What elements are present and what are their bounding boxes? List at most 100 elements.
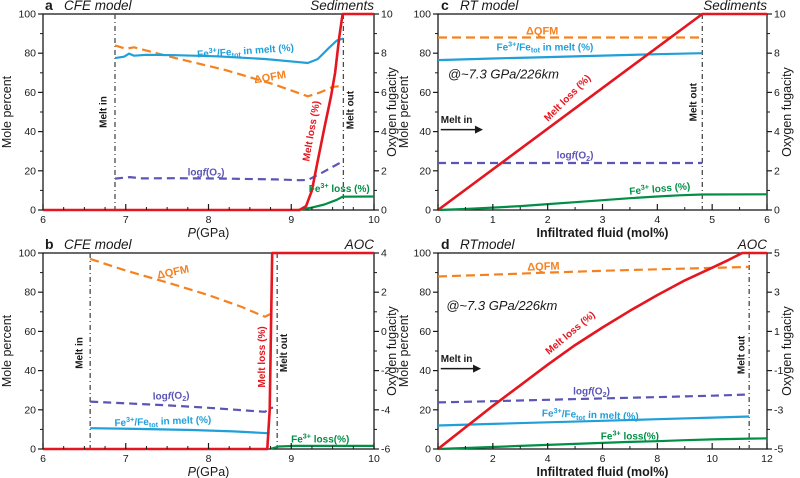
tick-label: 7 bbox=[123, 453, 129, 465]
tick-label: 60 bbox=[24, 87, 36, 99]
panel-d-right-y-ticks: -5 -3 -1 1 3 5 bbox=[767, 248, 783, 456]
tick-label: 60 bbox=[24, 326, 36, 338]
tick-label: 3 bbox=[774, 287, 780, 299]
panel-c-label-fe3-in-melt: Fe3+/Fetot in melt (%) bbox=[496, 39, 593, 54]
tick-label: 3 bbox=[600, 214, 606, 226]
tick-label: 4 bbox=[381, 126, 387, 138]
tick-label: 100 bbox=[413, 9, 431, 21]
panel-d-left-y-ticks: 0 20 40 60 80 100 bbox=[413, 248, 438, 456]
panel-a-label-logfo2: logf(O2) bbox=[188, 168, 225, 180]
panel-d-x-ticks: 0 2 4 6 8 10 12 bbox=[435, 443, 773, 465]
tick-label: 6 bbox=[774, 87, 780, 99]
panel-d-melt-in-label: Melt in bbox=[441, 354, 473, 365]
tick-label: 10 bbox=[381, 9, 393, 21]
tick-label: 0 bbox=[774, 205, 780, 217]
tick-label: -4 bbox=[381, 404, 390, 416]
panel-a-label-dqfm: ΔQFM bbox=[253, 69, 287, 86]
panel-c-letter: c bbox=[441, 0, 449, 13]
panel-d-model-title: RTmodel bbox=[460, 237, 516, 252]
panel-d-melt-in-arrowhead-icon bbox=[473, 364, 482, 373]
tick-label: 0 bbox=[30, 444, 36, 456]
panel-a-series-fe3-in-melt bbox=[114, 37, 344, 65]
panel-a-left-y-ticks: 0 20 40 60 80 100 bbox=[18, 9, 43, 217]
panel-c-series-melt-loss bbox=[437, 12, 767, 212]
panel-d-series-logfo2 bbox=[437, 393, 750, 404]
panel-b-label-dqfm: ΔQFM bbox=[156, 263, 190, 281]
panel-d-left-axis-label: Mole percent bbox=[397, 314, 411, 387]
tick-label: 4 bbox=[774, 126, 780, 138]
tick-label: 80 bbox=[24, 287, 36, 299]
panel-a-x-ticks: 6 7 8 9 10 bbox=[40, 204, 380, 226]
tick-label: -6 bbox=[381, 444, 390, 456]
panel-b-label-logfo2: logf(O2) bbox=[153, 390, 190, 404]
tick-label: 10 bbox=[368, 214, 380, 226]
tick-label: 8 bbox=[774, 48, 780, 60]
panel-c-right-y-ticks: 0 2 4 6 8 10 bbox=[767, 9, 786, 217]
panel-d-label-dqfm: ΔQFM bbox=[527, 260, 560, 273]
tick-label: 1 bbox=[490, 214, 496, 226]
panel-a-series-melt-loss bbox=[43, 12, 374, 212]
panel-d-series-fe3-in-melt bbox=[437, 415, 750, 427]
tick-label: 6 bbox=[381, 87, 387, 99]
panel-c-x-axis-label: Infiltrated fluid (mol%) bbox=[537, 226, 669, 240]
panel-c-series-fe3-loss bbox=[437, 193, 768, 212]
panel-b-x-axis-label: P(GPa) bbox=[188, 465, 230, 478]
tick-label: 0 bbox=[435, 453, 441, 465]
tick-label: 20 bbox=[24, 404, 36, 416]
panel-b-letter: b bbox=[45, 236, 54, 252]
panel-d-series-melt-loss bbox=[437, 251, 767, 451]
tick-label: 9 bbox=[288, 453, 294, 465]
panel-d-label-fe3-loss: Fe3+ loss(%) bbox=[601, 429, 659, 443]
tick-label: 8 bbox=[206, 453, 212, 465]
panel-b-label-fe3-in-melt: Fe3+/Fetot in melt (%) bbox=[114, 412, 211, 431]
tick-label: 2 bbox=[545, 214, 551, 226]
tick-label: 8 bbox=[654, 453, 660, 465]
tick-label: -2 bbox=[381, 365, 390, 377]
tick-label: 20 bbox=[419, 165, 431, 177]
panel-a-right-axis-label: Oxygen fugacity bbox=[385, 66, 399, 156]
panel-b-right-axis-label: Oxygen fugacity bbox=[385, 305, 399, 395]
tick-label: 4 bbox=[381, 248, 387, 260]
panel-a-melt-out-label: Melt out bbox=[345, 90, 356, 129]
panel-c-left-y-ticks: 0 20 40 60 80 100 bbox=[413, 9, 438, 217]
tick-label: 4 bbox=[545, 453, 551, 465]
tick-label: 60 bbox=[419, 326, 431, 338]
panel-c-model-title: RT model bbox=[460, 0, 519, 13]
tick-label: 2 bbox=[381, 165, 387, 177]
tick-label: -5 bbox=[774, 444, 783, 456]
panel-a-series-fe3-loss bbox=[297, 195, 375, 212]
panel-a-label-fe3-in-melt: Fe3+/Fetot in melt (%) bbox=[197, 40, 295, 62]
tick-label: 4 bbox=[654, 214, 660, 226]
tick-label: 6 bbox=[40, 214, 46, 226]
panel-a-series-dqfm bbox=[114, 44, 344, 98]
panel-d-right-axis-label: Oxygen fugacity bbox=[780, 305, 794, 395]
panel-b-model-title: CFE model bbox=[64, 237, 133, 252]
tick-label: 40 bbox=[24, 126, 36, 138]
tick-label: 7 bbox=[123, 214, 129, 226]
tick-label: 0 bbox=[425, 205, 431, 217]
panel-d-melt-out-label: Melt out bbox=[737, 335, 748, 374]
tick-label: 40 bbox=[419, 365, 431, 377]
panel-a-model-title: CFE model bbox=[64, 0, 133, 13]
tick-label: 1 bbox=[774, 326, 780, 338]
panel-d-x-axis-label: Infiltrated fluid (mol%) bbox=[537, 465, 669, 478]
panel-c-frame bbox=[437, 13, 768, 211]
panel-d-label-fe3-in-melt: Fe3+/Fetot in melt (%) bbox=[542, 406, 639, 425]
panel-a-label-fe3-loss: Fe3+ loss (%) bbox=[309, 181, 370, 195]
tick-label: 80 bbox=[419, 48, 431, 60]
tick-label: 8 bbox=[381, 48, 387, 60]
tick-label: 80 bbox=[419, 287, 431, 299]
panel-d-corner-title: AOC bbox=[737, 237, 768, 252]
tick-label: 0 bbox=[435, 214, 441, 226]
tick-label: 100 bbox=[18, 9, 36, 21]
tick-label: 12 bbox=[761, 453, 773, 465]
tick-label: 40 bbox=[419, 126, 431, 138]
panel-c-melt-out-label: Melt out bbox=[688, 82, 699, 121]
panel-c-melt-in-label: Melt in bbox=[441, 115, 473, 126]
panel-d-letter: d bbox=[441, 236, 450, 252]
panel-a-left-axis-label: Mole percent bbox=[0, 75, 14, 148]
